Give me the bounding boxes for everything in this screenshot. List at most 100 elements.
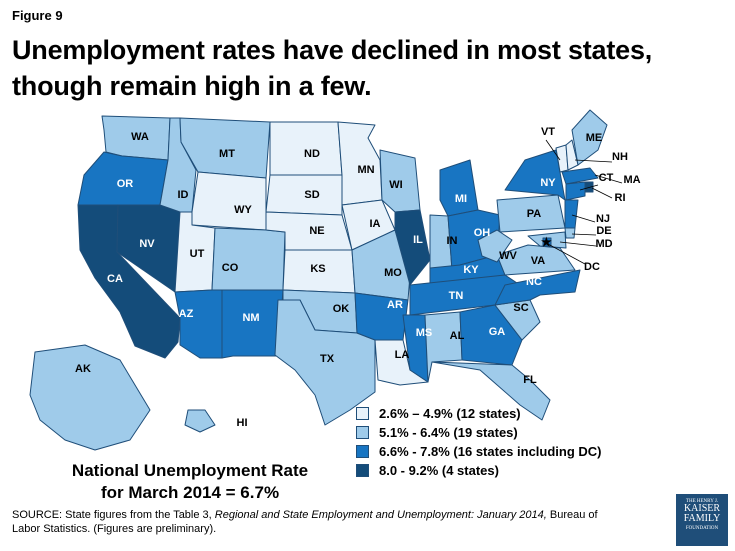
source-title: Regional and State Employment and Unempl… [214, 509, 547, 521]
legend-label: 6.6% - 7.8% (16 states including DC) [379, 443, 602, 459]
logo-foundation: FOUNDATION [685, 526, 719, 531]
pointer-dc [547, 243, 586, 265]
state-ct [565, 181, 586, 201]
state-label-il: IL [413, 234, 423, 246]
pointer-md [559, 241, 597, 247]
legend-label: 5.1% - 6.4% (19 states) [379, 424, 518, 440]
pointer-vt [545, 139, 561, 161]
state-va [496, 244, 576, 276]
figure-label: Figure 9 [12, 8, 63, 23]
state-label-ks: KS [310, 263, 325, 275]
state-nm [221, 289, 284, 359]
state-label-mn: MN [357, 164, 374, 176]
state-wv [477, 229, 513, 263]
state-tx [274, 299, 376, 426]
state-label-pa: PA [527, 208, 542, 220]
legend-item: 8.0 - 9.2% (4 states) [356, 461, 602, 479]
state-az [174, 289, 226, 359]
state-label-ak: AK [75, 363, 91, 375]
state-label-ar: AR [387, 299, 403, 311]
state-label-ca: CA [107, 273, 123, 285]
state-mo [351, 229, 411, 301]
state-label-dc: DC [584, 261, 600, 273]
state-label-tn: TN [449, 290, 464, 302]
state-label-mo: MO [384, 267, 402, 279]
state-label-ma: MA [623, 174, 640, 186]
state-label-co: CO [222, 262, 239, 274]
legend-swatch [356, 406, 369, 420]
state-label-tx: TX [320, 353, 335, 365]
state-nj [564, 199, 579, 229]
state-label-mt: MT [219, 148, 235, 160]
pointer-ct [579, 184, 599, 191]
state-ak [29, 344, 151, 451]
state-label-sd: SD [304, 189, 319, 201]
state-label-nv: NV [139, 238, 155, 250]
state-label-ne: NE [309, 225, 324, 237]
logo-line1: KAISER [683, 503, 721, 514]
legend-label: 2.6% – 4.9% (12 states) [379, 405, 521, 421]
national-rate-line1: National Unemployment Rate [71, 461, 309, 480]
legend-item: 2.6% – 4.9% (12 states) [356, 404, 602, 422]
state-label-in: IN [447, 235, 458, 247]
state-de [564, 227, 576, 239]
national-rate: National Unemployment Rate for March 201… [50, 460, 330, 504]
state-label-mi: MI [455, 193, 467, 205]
state-label-wy: WY [234, 204, 252, 216]
state-label-id: ID [178, 189, 189, 201]
state-nc [494, 269, 581, 306]
state-mi [439, 159, 479, 217]
state-label-de: DE [596, 225, 611, 237]
state-label-md: MD [595, 238, 612, 250]
state-label-nm: NM [242, 312, 259, 324]
legend-swatch [356, 463, 369, 477]
legend-swatch [356, 425, 369, 439]
pointer-nh [574, 159, 613, 163]
state-label-wa: WA [131, 131, 149, 143]
state-label-wi: WI [389, 179, 402, 191]
state-label-ut: UT [190, 248, 205, 260]
state-ny [504, 149, 566, 201]
state-label-hi: HI [237, 417, 248, 429]
state-label-al: AL [450, 330, 465, 342]
state-label-ok: OK [333, 303, 350, 315]
logo-line2: FAMILY [683, 513, 721, 524]
state-hi [184, 409, 216, 433]
state-label-fl: FL [523, 374, 537, 386]
legend-label: 8.0 - 9.2% (4 states) [379, 462, 499, 478]
source-note: SOURCE: State figures from the Table 3, … [12, 508, 612, 536]
page-title: Unemployment rates have declined in most… [12, 35, 653, 101]
state-fl [431, 361, 551, 421]
pointer-de [571, 233, 597, 236]
state-label-oh: OH [474, 227, 491, 239]
state-label-me: ME [586, 132, 603, 144]
state-label-wv: WV [499, 250, 517, 262]
state-label-or: OR [117, 178, 134, 190]
pointer-nj [571, 214, 596, 223]
state-me [571, 109, 608, 166]
state-label-ga: GA [489, 326, 506, 338]
state-label-la: LA [395, 349, 410, 361]
state-label-vt: VT [541, 126, 555, 138]
state-ma [561, 167, 599, 185]
dc-star-icon: ★ [541, 235, 552, 249]
legend-swatch [356, 444, 369, 458]
state-label-ms: MS [416, 327, 433, 339]
state-label-ia: IA [370, 218, 381, 230]
state-label-va: VA [531, 255, 546, 267]
national-rate-line2: for March 2014 = 6.7% [100, 483, 280, 502]
state-al [424, 311, 463, 383]
state-label-ky: KY [463, 264, 479, 276]
source-suffix: Bureau of Labor Statistics. (Figures are… [12, 509, 598, 535]
state-label-nc: NC [526, 276, 542, 288]
state-label-nj: NJ [596, 213, 610, 225]
legend-item: 5.1% - 6.4% (19 states) [356, 423, 602, 441]
state-wy [191, 171, 267, 231]
state-label-sc: SC [513, 302, 528, 314]
state-label-ny: NY [540, 177, 556, 189]
state-label-nd: ND [304, 148, 320, 160]
state-label-ri: RI [615, 192, 626, 204]
pointer-ma [594, 174, 623, 184]
pointer-ri [591, 187, 613, 199]
us-unemployment-map: WA OR CA NV ID MT WY UT AZ CO NM ND SD NE KS OK TX MN IA MO… [29, 109, 641, 451]
